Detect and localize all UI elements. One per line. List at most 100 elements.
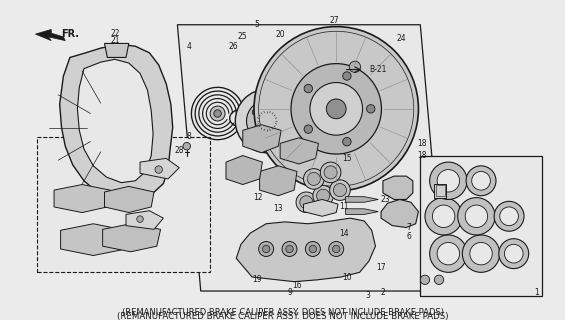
- Circle shape: [258, 112, 276, 130]
- Circle shape: [214, 110, 221, 117]
- Text: 7: 7: [407, 223, 411, 232]
- Text: 3: 3: [366, 291, 371, 300]
- Circle shape: [313, 186, 333, 206]
- Polygon shape: [434, 184, 446, 197]
- Text: 4: 4: [187, 42, 192, 51]
- Circle shape: [324, 166, 337, 179]
- Circle shape: [282, 242, 297, 256]
- Polygon shape: [381, 199, 419, 228]
- Polygon shape: [259, 166, 297, 196]
- Polygon shape: [346, 209, 379, 214]
- Polygon shape: [60, 44, 173, 202]
- Circle shape: [320, 162, 341, 183]
- Circle shape: [137, 216, 144, 222]
- Circle shape: [437, 243, 459, 265]
- Text: 2: 2: [381, 288, 385, 297]
- Text: 1: 1: [534, 288, 538, 297]
- Text: 18: 18: [418, 139, 427, 148]
- Circle shape: [183, 142, 190, 150]
- Polygon shape: [177, 25, 444, 291]
- Polygon shape: [140, 158, 179, 179]
- Polygon shape: [105, 186, 154, 212]
- Text: 16: 16: [292, 281, 302, 290]
- Circle shape: [316, 189, 330, 202]
- Circle shape: [300, 196, 313, 209]
- Circle shape: [309, 245, 316, 253]
- Text: 18: 18: [418, 151, 427, 160]
- Circle shape: [262, 245, 270, 253]
- Text: 23: 23: [381, 195, 390, 204]
- Circle shape: [333, 184, 346, 197]
- Polygon shape: [243, 125, 281, 153]
- Text: 17: 17: [376, 263, 386, 272]
- Circle shape: [279, 118, 285, 124]
- Circle shape: [269, 132, 275, 138]
- Circle shape: [296, 192, 316, 212]
- Circle shape: [252, 109, 258, 115]
- Text: 12: 12: [253, 193, 263, 202]
- Polygon shape: [60, 224, 126, 256]
- Polygon shape: [346, 197, 379, 202]
- Circle shape: [329, 242, 344, 256]
- Circle shape: [291, 64, 381, 154]
- Circle shape: [420, 275, 429, 284]
- Circle shape: [429, 162, 467, 199]
- Circle shape: [470, 243, 492, 265]
- Polygon shape: [126, 211, 163, 229]
- Text: B-21: B-21: [370, 65, 387, 74]
- Circle shape: [458, 197, 495, 235]
- Text: FR.: FR.: [61, 29, 79, 39]
- Circle shape: [462, 235, 499, 272]
- Text: 27: 27: [329, 16, 339, 25]
- Text: 24: 24: [397, 34, 406, 43]
- Text: 28: 28: [175, 146, 184, 156]
- Polygon shape: [37, 137, 210, 272]
- Text: 9: 9: [287, 288, 292, 297]
- Text: 5: 5: [254, 20, 259, 29]
- Circle shape: [286, 245, 293, 253]
- Circle shape: [494, 201, 524, 231]
- Circle shape: [269, 104, 275, 109]
- Circle shape: [306, 242, 320, 256]
- Circle shape: [465, 205, 488, 228]
- Circle shape: [330, 180, 350, 200]
- Polygon shape: [303, 199, 338, 216]
- Circle shape: [307, 172, 320, 186]
- Circle shape: [425, 197, 462, 235]
- Circle shape: [432, 205, 455, 228]
- Circle shape: [505, 244, 523, 263]
- Text: 22: 22: [111, 29, 120, 38]
- Circle shape: [332, 245, 340, 253]
- Circle shape: [367, 105, 375, 113]
- Polygon shape: [280, 138, 319, 164]
- Text: 20: 20: [275, 29, 285, 39]
- Polygon shape: [54, 185, 110, 212]
- Polygon shape: [420, 156, 542, 296]
- Circle shape: [304, 125, 312, 133]
- Circle shape: [343, 138, 351, 146]
- Text: (REMANUFACTURED BRAKE CALIPER ASSY. DOES NOT INCLUDE BRAKE PADS): (REMANUFACTURED BRAKE CALIPER ASSY. DOES…: [121, 308, 444, 317]
- Circle shape: [349, 61, 360, 72]
- Circle shape: [499, 239, 529, 268]
- Text: 14: 14: [339, 228, 349, 238]
- Circle shape: [155, 166, 163, 173]
- Polygon shape: [36, 29, 66, 41]
- Circle shape: [343, 72, 351, 80]
- Circle shape: [246, 100, 288, 141]
- Text: 10: 10: [342, 273, 352, 282]
- Circle shape: [254, 27, 419, 191]
- Polygon shape: [105, 44, 129, 58]
- Text: (REMANUFACTURED BRAKE CALIPER ASSY. DOES NOT INCLUDE BRAKE PADS): (REMANUFACTURED BRAKE CALIPER ASSY. DOES…: [117, 312, 449, 320]
- Text: 11: 11: [339, 203, 349, 212]
- Circle shape: [434, 275, 444, 284]
- Circle shape: [252, 127, 258, 132]
- Circle shape: [466, 166, 496, 196]
- Polygon shape: [236, 218, 376, 282]
- Circle shape: [429, 235, 467, 272]
- Text: 15: 15: [342, 154, 352, 163]
- Text: 25: 25: [238, 32, 247, 41]
- Circle shape: [210, 106, 225, 121]
- Polygon shape: [103, 224, 160, 252]
- Circle shape: [437, 170, 459, 192]
- Circle shape: [303, 169, 324, 189]
